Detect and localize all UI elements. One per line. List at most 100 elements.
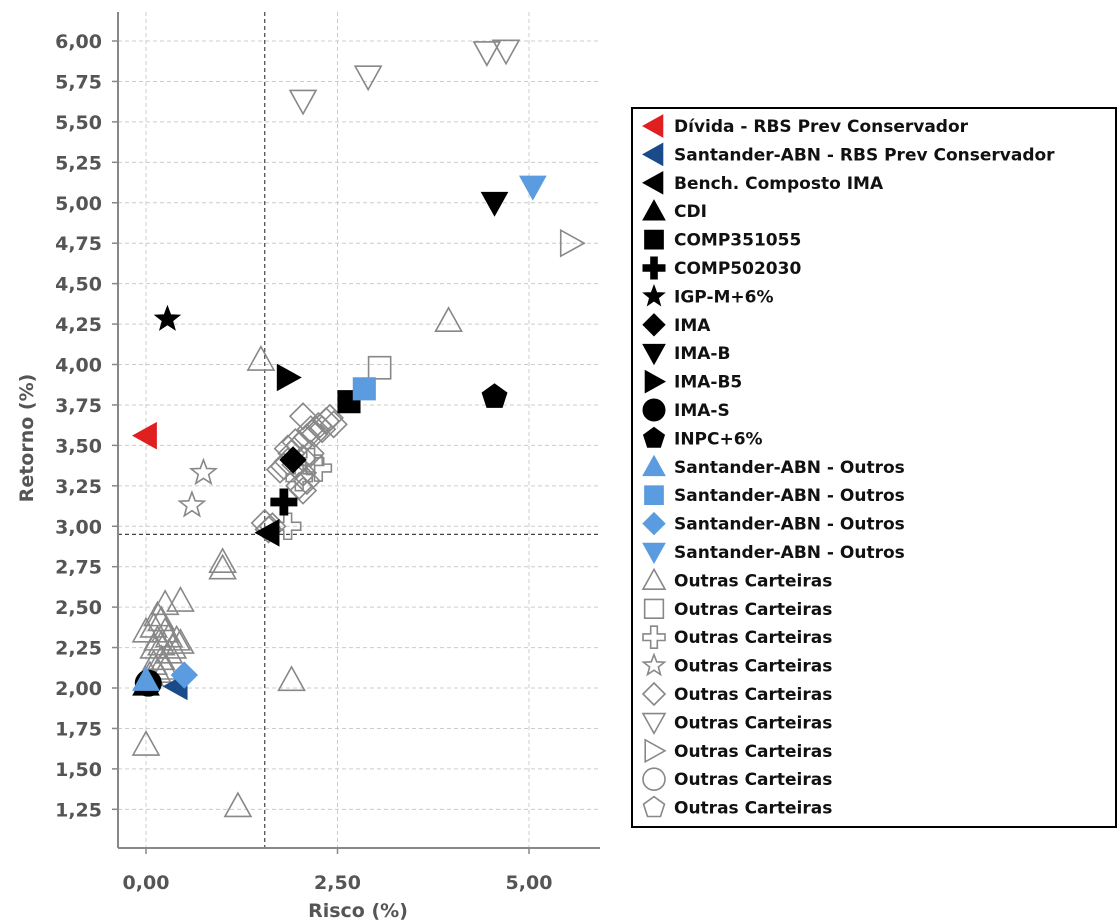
legend-label: COMP502030 <box>674 259 801 279</box>
data-point <box>315 403 344 433</box>
grid-lines <box>118 12 600 848</box>
y-tick-label: 4,75 <box>55 233 102 255</box>
x-axis-title: Risco (%) <box>308 900 408 922</box>
legend-marker <box>642 795 666 818</box>
axes <box>117 12 600 849</box>
data-point <box>132 665 160 691</box>
legend-marker <box>642 767 666 791</box>
legend-label: Santander-ABN - Outros <box>674 515 905 535</box>
legend-label: CDI <box>674 202 707 222</box>
data-point <box>153 304 182 331</box>
data-point <box>131 616 161 643</box>
legend-label: Outras Carteiras <box>674 799 832 819</box>
data-point <box>367 355 392 380</box>
data-point <box>188 457 218 486</box>
legend-marker <box>644 485 664 506</box>
data-point <box>166 628 195 654</box>
y-tick-label: 5,75 <box>55 71 102 93</box>
legend-marker <box>642 343 666 366</box>
legend-label: IMA <box>674 316 711 336</box>
data-point <box>491 39 521 66</box>
legend-marker <box>642 625 666 649</box>
y-tick-label: 4,25 <box>55 314 102 336</box>
data-point <box>150 653 180 680</box>
y-tick-label: 2,50 <box>55 597 102 619</box>
legend-label: IMA-B <box>674 344 730 364</box>
legend-label: Outras Carteiras <box>674 770 832 790</box>
legend-marker <box>642 454 666 477</box>
legend-marker <box>642 542 666 565</box>
data-point <box>177 489 207 518</box>
y-tick-label: 6,00 <box>55 31 102 53</box>
legend-label: Santander-ABN - Outros <box>674 486 905 506</box>
data-point <box>559 228 586 258</box>
data-point <box>288 89 318 116</box>
legend-marker <box>642 398 666 422</box>
legend-label: Outras Carteiras <box>674 685 832 705</box>
legend-label: Bench. Composto IMA <box>674 174 884 194</box>
legend-box <box>631 107 1117 828</box>
legend-marker <box>641 567 667 590</box>
legend-label: Outras Carteiras <box>674 628 832 648</box>
x-tick-label: 5,00 <box>506 872 553 894</box>
data-point <box>480 191 509 217</box>
data-point <box>481 383 508 408</box>
data-point <box>139 611 169 638</box>
data-point <box>277 665 306 692</box>
data-point <box>300 419 329 449</box>
legend-marker <box>641 142 664 167</box>
legend-label: Outras Carteiras <box>674 713 832 733</box>
data-point <box>352 377 376 401</box>
data-point <box>279 446 307 474</box>
reference-lines <box>118 12 600 848</box>
legend-label: IMA-B5 <box>674 373 742 393</box>
legend-label: COMP351055 <box>674 231 801 251</box>
data-point <box>131 729 161 756</box>
legend-marker <box>644 229 664 250</box>
legend-marker <box>642 283 666 307</box>
data-point <box>288 402 318 431</box>
data-point <box>131 421 157 450</box>
legend-label: Outras Carteiras <box>674 742 832 762</box>
y-tick-label: 2,75 <box>55 557 102 579</box>
y-tick-label: 1,75 <box>55 718 102 740</box>
data-point <box>166 586 195 612</box>
legend-marker <box>641 712 667 736</box>
legend-label: Santander-ABN - Outros <box>674 458 905 478</box>
data-point <box>254 518 280 547</box>
data-point <box>434 306 463 333</box>
legend-marker <box>642 511 666 536</box>
legend-marker <box>641 652 667 677</box>
data-point <box>288 476 318 505</box>
legend-marker <box>641 681 667 707</box>
y-tick-label: 5,00 <box>55 193 102 215</box>
legend-marker <box>644 738 667 764</box>
y-tick-label: 3,25 <box>55 476 102 498</box>
data-point <box>208 547 237 574</box>
legend-label: Outras Carteiras <box>674 571 832 591</box>
legend-items: Dívida - RBS Prev Conservador Santander-A… <box>641 114 1055 819</box>
y-axis-title: Retorno (%) <box>16 374 38 503</box>
data-point <box>304 454 333 482</box>
y-tick-label: 3,75 <box>55 395 102 417</box>
data-point <box>170 661 199 689</box>
data-point <box>158 632 188 659</box>
data-point <box>308 415 337 444</box>
legend-marker <box>643 598 665 619</box>
y-tick-label: 5,25 <box>55 152 102 174</box>
legend-label: Santander-ABN - RBS Prev Conservador <box>674 145 1055 165</box>
y-tick-label: 2,25 <box>55 638 102 660</box>
data-point <box>353 65 383 92</box>
legend-label: IGP-M+6% <box>674 287 774 307</box>
legend-label: Outras Carteiras <box>674 600 832 620</box>
x-tick-label: 0,00 <box>123 872 170 894</box>
data-point <box>246 344 276 371</box>
data-points <box>131 39 586 818</box>
legend: Dívida - RBS Prev Conservador Santander-A… <box>631 107 1117 828</box>
legend-marker <box>642 256 666 280</box>
y-tick-label: 4,50 <box>55 274 102 296</box>
y-tick-label: 1,50 <box>55 759 102 781</box>
data-point <box>139 632 169 659</box>
y-tick-label: 2,00 <box>55 678 102 700</box>
legend-marker <box>641 170 664 195</box>
